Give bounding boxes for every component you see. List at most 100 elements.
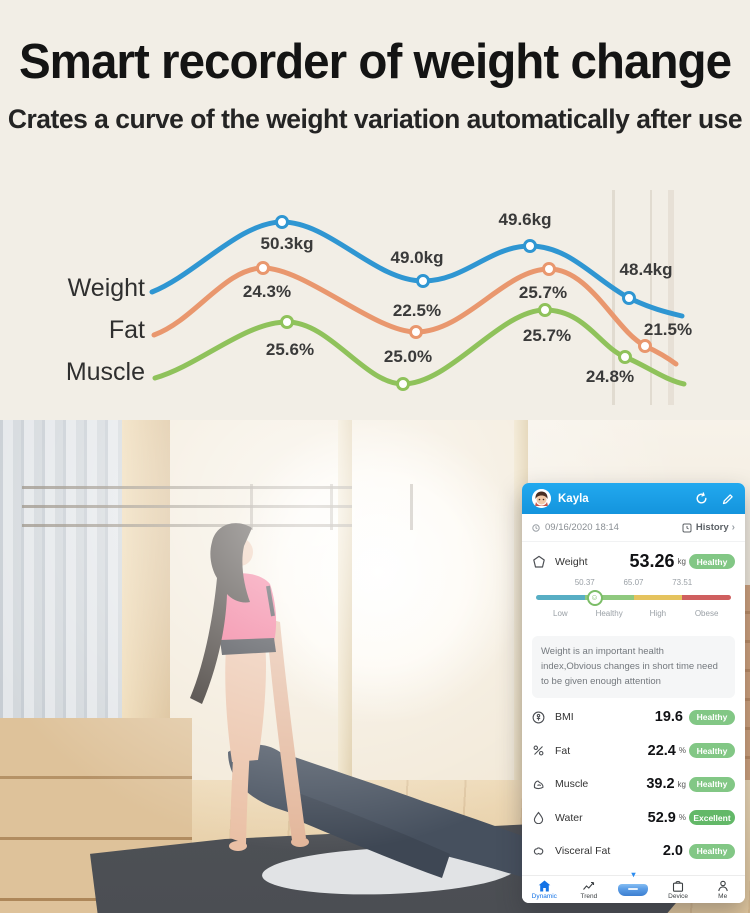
tab-label: Dynamic — [531, 893, 557, 900]
tab-label: Device — [668, 893, 689, 900]
weight-value: 53.26 — [629, 551, 675, 571]
tab-label: Trend — [580, 893, 598, 900]
chart-point-label: 49.0kg — [390, 248, 444, 267]
background-streak — [612, 190, 615, 405]
tab-measure[interactable]: ▾ — [611, 871, 656, 903]
metric-row-water: Water 52.9 % Excellent — [532, 801, 735, 835]
bmi-icon — [532, 710, 546, 724]
chart-point-label: 25.6% — [265, 340, 315, 359]
metric-list: BMI 19.6 Healthy Fat 22.4 % Healthy — [522, 700, 745, 869]
metric-value: 2.0 — [662, 843, 683, 860]
chart-point-label: 25.0% — [383, 347, 433, 366]
history-icon — [682, 523, 692, 532]
metric-row-fat: Fat 22.4 % Healthy — [532, 734, 735, 768]
metric-unit: kg — [677, 779, 686, 789]
zone-label: Obese — [694, 609, 719, 618]
refresh-icon[interactable] — [694, 492, 708, 506]
measurement-date-row: 09/16/2020 18:14 History › — [522, 514, 745, 542]
app-header: Kayla — [522, 483, 745, 514]
water-drop-icon — [532, 811, 546, 825]
weight-unit: kg — [677, 557, 686, 566]
zone-label: High — [649, 609, 667, 618]
page-subtitle: Crates a curve of the weight variation a… — [7, 104, 743, 134]
metric-badge: Healthy — [689, 843, 735, 859]
weight-scale-icon — [532, 555, 546, 569]
chart-point-label: 24.8% — [585, 367, 635, 386]
metric-row-visceral-fat: Visceral Fat 2.0 Healthy — [532, 835, 735, 869]
bottom-tab-bar: Dynamic Trend ▾ — [522, 871, 745, 903]
metric-label: Fat — [555, 744, 571, 757]
series-label-fat: Fat — [108, 316, 145, 344]
weight-note-text: Weight is an important health index,Obvi… — [532, 636, 735, 698]
metric-label: Visceral Fat — [555, 845, 611, 858]
slider-bar — [536, 595, 731, 600]
slider-segment-healthy — [584, 595, 634, 600]
weight-row: Weight 53.26 kg Healthy — [522, 542, 745, 574]
slider-marker-smiley[interactable]: ☺ — [586, 590, 603, 606]
weight-range-slider: 50.37 65.07 73.51 ☺ Low Healthy High Obe… — [536, 578, 731, 628]
tab-dynamic[interactable]: Dynamic — [522, 876, 567, 903]
headline-block: Smart recorder of weight change Crates a… — [0, 34, 750, 135]
slider-segment-low — [536, 595, 585, 600]
sync-arrow-icon: ▾ — [631, 870, 636, 879]
fat-percent-icon — [532, 744, 546, 758]
slider-tick: 73.51 — [672, 578, 693, 587]
chart-point-label: 25.7% — [522, 326, 572, 345]
background-streak — [668, 190, 674, 405]
chevron-right-icon: › — [731, 522, 735, 533]
metric-unit: % — [678, 813, 686, 823]
chart-point-label: 49.6kg — [498, 210, 552, 229]
avatar[interactable] — [532, 489, 551, 508]
date-text: 09/16/2020 18:14 — [545, 522, 619, 533]
metric-badge: Excellent — [689, 810, 735, 826]
app-screenshot-card: Kayla 09/16/2020 18:14 — [522, 483, 745, 903]
weight-trend-chart: Weight Fat Muscle 50.3kg 49.0kg 49.6kg 4… — [0, 150, 750, 412]
slider-segment-high — [633, 595, 683, 600]
slider-segment-obese — [682, 595, 731, 600]
chart-point-label: 25.7% — [518, 283, 568, 302]
series-label-weight: Weight — [67, 274, 145, 302]
metric-row-bmi: BMI 19.6 Healthy — [532, 701, 735, 735]
tab-me[interactable]: Me — [700, 876, 745, 903]
tab-label: Me — [718, 893, 728, 900]
visceral-fat-icon — [532, 844, 546, 858]
home-icon — [538, 879, 551, 892]
muscle-arm-icon — [532, 777, 546, 791]
metric-label: Muscle — [555, 778, 589, 791]
zone-label: Healthy — [595, 609, 623, 618]
page-title: Smart recorder of weight change — [18, 35, 732, 89]
metric-badge: Healthy — [689, 776, 735, 792]
zone-label: Low — [553, 609, 568, 618]
chart-point-label: 50.3kg — [260, 234, 314, 253]
edit-icon[interactable] — [721, 492, 735, 506]
weight-label: Weight — [555, 555, 588, 568]
series-label-muscle: Muscle — [65, 358, 145, 386]
history-link[interactable]: History › — [682, 522, 735, 533]
clock-icon — [532, 523, 540, 532]
tab-device[interactable]: Device — [656, 876, 701, 903]
metric-value: 52.9 — [647, 809, 676, 826]
trend-chart-icon — [582, 879, 595, 892]
metric-row-muscle: Muscle 39.2 kg Healthy — [532, 768, 735, 802]
metric-value: 19.6 — [654, 709, 683, 726]
metric-value: 39.2 — [646, 776, 675, 793]
chart-point-label: 48.4kg — [619, 260, 673, 279]
metric-label: Water — [555, 811, 583, 824]
history-label: History — [695, 522, 729, 533]
slider-tick: 50.37 — [574, 578, 595, 587]
tab-trend[interactable]: Trend — [567, 876, 612, 903]
scale-device-icon — [618, 883, 649, 896]
user-name: Kayla — [558, 492, 589, 505]
weight-status-badge: Healthy — [689, 554, 735, 569]
me-person-icon — [717, 879, 729, 892]
device-icon — [672, 879, 684, 892]
chart-point-label: 21.5% — [643, 320, 693, 339]
metric-badge: Healthy — [689, 709, 735, 725]
balcony-rail — [22, 486, 352, 489]
slider-tick: 65.07 — [623, 578, 644, 587]
chart-point-label: 22.5% — [392, 301, 442, 320]
metric-label: BMI — [555, 711, 574, 724]
data-point-dots — [256, 215, 652, 391]
metric-badge: Healthy — [689, 743, 735, 759]
